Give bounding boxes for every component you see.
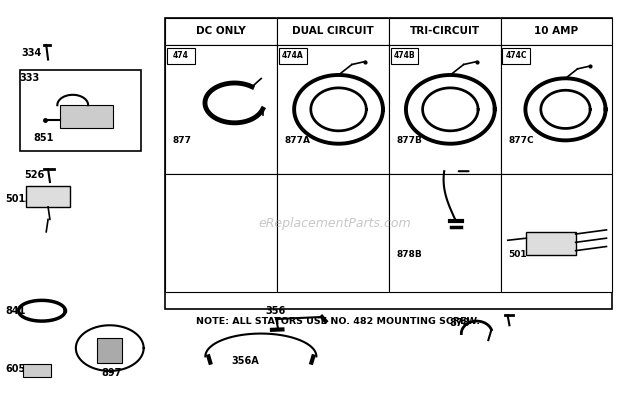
- Bar: [391, 48, 419, 64]
- Text: 474: 474: [173, 51, 189, 60]
- Bar: [389, 18, 500, 45]
- Text: 526: 526: [24, 170, 44, 180]
- Text: 841: 841: [5, 306, 25, 316]
- Text: 356A: 356A: [232, 356, 259, 366]
- Text: 474B: 474B: [394, 51, 415, 60]
- Text: 356: 356: [265, 306, 285, 316]
- Bar: [389, 45, 500, 174]
- Bar: [166, 45, 277, 174]
- Bar: [27, 186, 69, 207]
- Bar: [60, 105, 113, 128]
- Text: NOTE: ALL STATORS USE NO. 482 MOUNTING SCREW.: NOTE: ALL STATORS USE NO. 482 MOUNTING S…: [196, 316, 480, 326]
- Bar: [389, 174, 500, 292]
- Bar: [500, 174, 613, 292]
- Bar: [277, 18, 389, 45]
- Text: DUAL CIRCUIT: DUAL CIRCUIT: [292, 26, 374, 36]
- Text: 334: 334: [21, 48, 42, 58]
- Bar: [167, 48, 195, 64]
- Text: 501A: 501A: [5, 194, 33, 204]
- Text: 501: 501: [508, 250, 526, 259]
- Text: 10 AMP: 10 AMP: [534, 26, 578, 36]
- Text: 877: 877: [172, 136, 192, 145]
- Text: 878: 878: [450, 318, 471, 328]
- Bar: [526, 232, 575, 255]
- Bar: [277, 45, 389, 174]
- Bar: [279, 48, 307, 64]
- Text: 877A: 877A: [285, 136, 311, 145]
- Bar: [166, 18, 613, 308]
- Bar: [20, 70, 141, 151]
- Text: 897: 897: [102, 368, 122, 378]
- Text: 877B: 877B: [396, 136, 422, 145]
- Text: 878B: 878B: [396, 250, 422, 259]
- Bar: [166, 174, 277, 292]
- Bar: [500, 45, 613, 174]
- Text: 605: 605: [5, 364, 25, 374]
- Text: 474C: 474C: [506, 51, 527, 60]
- Text: 877C: 877C: [508, 136, 534, 145]
- Bar: [97, 338, 122, 363]
- Bar: [166, 18, 277, 45]
- Text: TRI-CIRCUIT: TRI-CIRCUIT: [410, 26, 480, 36]
- Text: eReplacementParts.com: eReplacementParts.com: [259, 217, 411, 230]
- Text: 851: 851: [33, 133, 54, 143]
- Text: 333: 333: [19, 73, 40, 83]
- Text: DC ONLY: DC ONLY: [197, 26, 246, 36]
- Bar: [277, 174, 389, 292]
- Text: 474A: 474A: [282, 51, 304, 60]
- Bar: [500, 18, 613, 45]
- Bar: [502, 48, 530, 64]
- Bar: [24, 364, 51, 377]
